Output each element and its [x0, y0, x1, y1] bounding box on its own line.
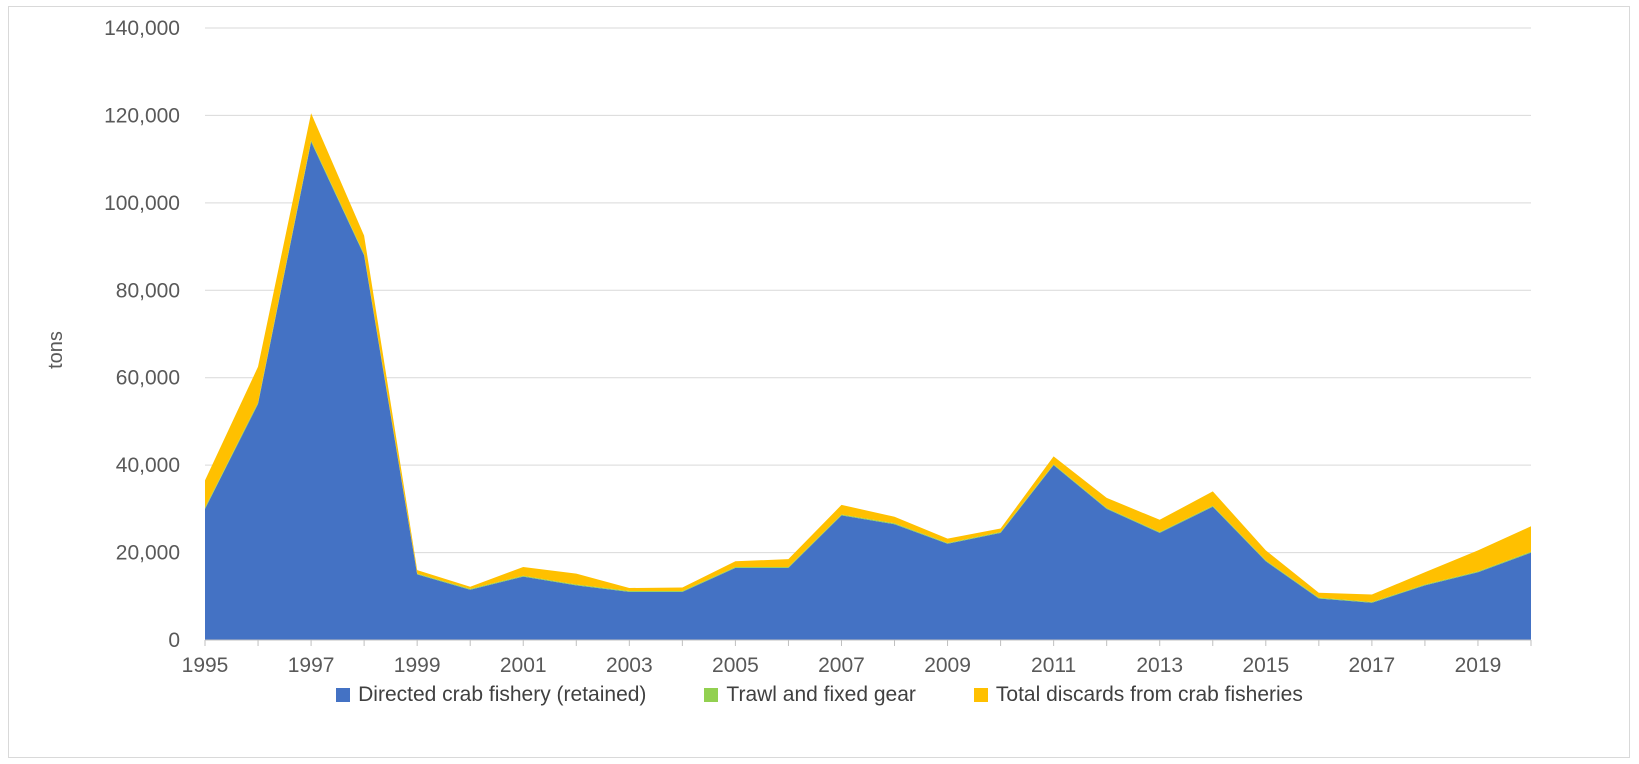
x-tick-label: 2017	[1349, 654, 1396, 677]
x-tick-label: 2009	[924, 654, 971, 677]
area-directed-crab-fishery-retained	[205, 141, 1531, 640]
y-tick-label: 40,000	[116, 454, 180, 477]
y-tick-label: 80,000	[116, 279, 180, 302]
legend-swatch	[973, 688, 988, 702]
legend-label: Directed crab fishery (retained)	[358, 683, 647, 706]
legend-item-trawl-and-fixed-gear: Trawl and fixed gear	[704, 683, 916, 707]
y-tick-label: 100,000	[104, 192, 180, 215]
x-tick-label: 1997	[288, 654, 335, 677]
legend-item-directed-crab-fishery-retained: Directed crab fishery (retained)	[336, 683, 646, 707]
y-tick-label: 140,000	[104, 17, 180, 40]
y-tick-label: 120,000	[104, 104, 180, 127]
x-tick-label: 2019	[1455, 654, 1502, 677]
legend-label: Total discards from crab fisheries	[995, 683, 1303, 706]
x-tick-label: 2013	[1136, 654, 1183, 677]
legend-swatch	[704, 688, 719, 702]
legend-label: Trawl and fixed gear	[726, 683, 916, 706]
x-tick-label: 2005	[712, 654, 759, 677]
x-tick-label: 2007	[818, 654, 865, 677]
chart-frame	[8, 6, 1630, 758]
axes: 0 20,000 40,000 60,000 80,000 100,000 120,000 1…	[104, 17, 1532, 677]
y-tick-label: 0	[168, 629, 180, 652]
y-tick-label: 20,000	[116, 542, 180, 565]
x-tick-label: 2015	[1242, 654, 1289, 677]
legend: Directed crab fishery (retained) Trawl an…	[0, 683, 1639, 707]
x-tick-label: 1999	[394, 654, 441, 677]
x-tick-label: 2003	[606, 654, 653, 677]
gridlines	[205, 27, 1531, 554]
stacked-areas	[205, 113, 1531, 640]
y-tick-label: 60,000	[116, 367, 180, 390]
legend-item-total-discards-from-crab-fisheries: Total discards from crab fisheries	[973, 683, 1303, 707]
legend-swatch	[336, 688, 351, 702]
y-axis-title: tons	[45, 331, 67, 369]
x-tick-label: 2001	[500, 654, 547, 677]
x-tick-label: 2011	[1031, 654, 1076, 677]
x-tick-label: 1995	[182, 654, 229, 677]
